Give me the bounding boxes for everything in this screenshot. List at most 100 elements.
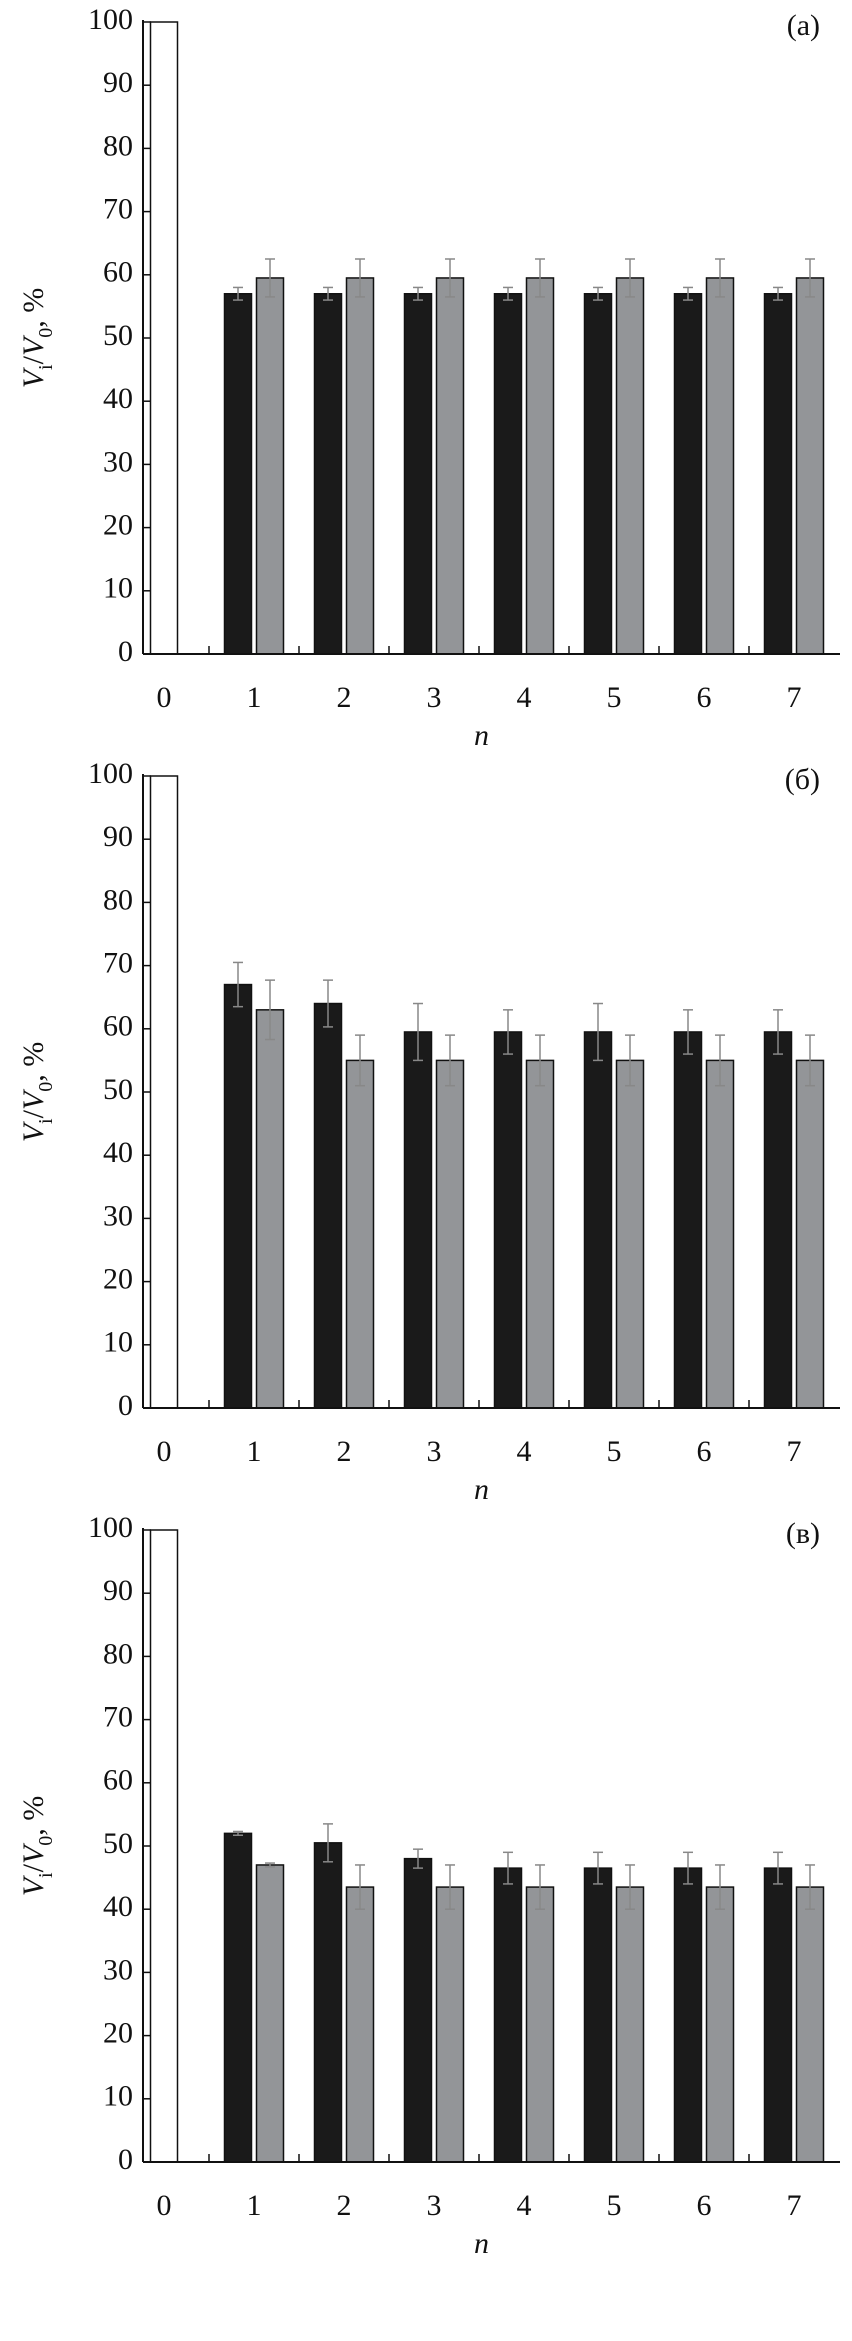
bar: [525, 1886, 555, 2163]
y-tick-label: 60: [103, 256, 133, 289]
x-tick-label: 0: [157, 1435, 172, 1468]
y-axis-label-part: , %: [17, 288, 50, 328]
error-bar: [503, 1009, 513, 1055]
bar: [403, 1857, 433, 2163]
y-tick-label: 80: [103, 1637, 133, 1670]
bar: [255, 1009, 285, 1409]
error-bar: [593, 1851, 603, 1885]
panel-label: (в): [786, 1517, 820, 1550]
bar: [403, 1031, 433, 1409]
bar: [313, 293, 343, 655]
bar: [795, 1886, 825, 2163]
error-bar: [233, 961, 243, 1008]
y-axis-label-part: 0: [35, 1836, 57, 1846]
bar: [435, 277, 465, 655]
y-tick-label: 40: [103, 382, 133, 415]
error-bar: [233, 286, 243, 301]
y-tick-label: 30: [103, 1953, 133, 1986]
bar: [705, 277, 735, 655]
error-bar: [625, 1034, 635, 1087]
x-tick-label: 4: [517, 2189, 532, 2222]
error-bar: [323, 979, 333, 1028]
error-bar: [445, 1034, 455, 1087]
x-tick-label: 6: [697, 681, 712, 714]
error-bar: [773, 1009, 783, 1055]
x-tick-label: 0: [157, 681, 172, 714]
error-bar: [715, 258, 725, 298]
error-bar: [535, 1864, 545, 1910]
bar: [583, 1031, 613, 1409]
y-tick-label: 70: [103, 1700, 133, 1733]
error-bar: [683, 1851, 693, 1885]
x-axis-label: n: [474, 2227, 489, 2260]
error-bar: [265, 979, 275, 1041]
error-bar: [233, 1830, 243, 1837]
bar: [705, 1886, 735, 2163]
y-tick-label: 80: [103, 129, 133, 162]
error-bar: [805, 258, 815, 298]
y-tick-label: 20: [103, 508, 133, 541]
y-axis-label-part: i: [35, 364, 57, 370]
x-tick-label: 1: [247, 1435, 262, 1468]
bar: [255, 277, 285, 655]
y-axis-label-part: V: [17, 334, 50, 356]
error-bar: [413, 286, 423, 301]
panel-label: (a): [787, 9, 820, 42]
y-axis-label-part: /: [17, 1109, 50, 1118]
y-tick-label: 30: [103, 1199, 133, 1232]
x-tick-label: 7: [787, 1435, 802, 1468]
y-tick-label: 10: [103, 2080, 133, 2113]
y-axis-label-part: V: [17, 1088, 50, 1110]
x-tick-label: 5: [607, 2189, 622, 2222]
error-bar: [413, 1848, 423, 1869]
y-tick-label: 0: [118, 2143, 133, 2176]
error-bar: [323, 1823, 333, 1863]
bar: [763, 1867, 793, 2163]
x-tick-label: 0: [157, 2189, 172, 2222]
x-axis-label: n: [474, 719, 489, 752]
error-bar: [503, 286, 513, 301]
error-bar: [805, 1864, 815, 1910]
panel-label: (б): [785, 763, 820, 796]
y-tick-label: 90: [103, 66, 133, 99]
bar: [705, 1059, 735, 1409]
bar: [795, 277, 825, 655]
bar: [223, 1832, 253, 2163]
x-tick-label: 2: [337, 681, 352, 714]
error-bar: [683, 286, 693, 301]
y-tick-label: 60: [103, 1764, 133, 1797]
x-tick-label: 4: [517, 1435, 532, 1468]
y-axis-label-part: , %: [17, 1042, 50, 1082]
x-tick-label: 2: [337, 2189, 352, 2222]
error-bar: [625, 258, 635, 298]
y-tick-label: 50: [103, 319, 133, 352]
y-axis-label-part: 0: [35, 1082, 57, 1092]
error-bar: [265, 1862, 275, 1868]
error-bar: [773, 1851, 783, 1885]
bar: [313, 1842, 343, 2163]
error-bar: [773, 286, 783, 301]
y-tick-label: 30: [103, 445, 133, 478]
bar: [149, 775, 179, 1409]
x-tick-label: 7: [787, 681, 802, 714]
x-tick-label: 6: [697, 2189, 712, 2222]
y-axis-label: Vi/V0, %: [17, 1042, 57, 1143]
y-axis-label-part: /: [17, 1863, 50, 1872]
y-tick-label: 50: [103, 1073, 133, 1106]
bar: [345, 277, 375, 655]
x-tick-label: 1: [247, 2189, 262, 2222]
bar: [763, 1031, 793, 1409]
bar: [673, 293, 703, 655]
x-tick-label: 5: [607, 681, 622, 714]
x-tick-label: 2: [337, 1435, 352, 1468]
bar: [615, 277, 645, 655]
bar: [493, 1867, 523, 2163]
error-bar: [323, 286, 333, 301]
error-bar: [535, 1034, 545, 1087]
y-axis-label-part: /: [17, 355, 50, 364]
y-tick-label: 10: [103, 1326, 133, 1359]
bar: [493, 293, 523, 655]
